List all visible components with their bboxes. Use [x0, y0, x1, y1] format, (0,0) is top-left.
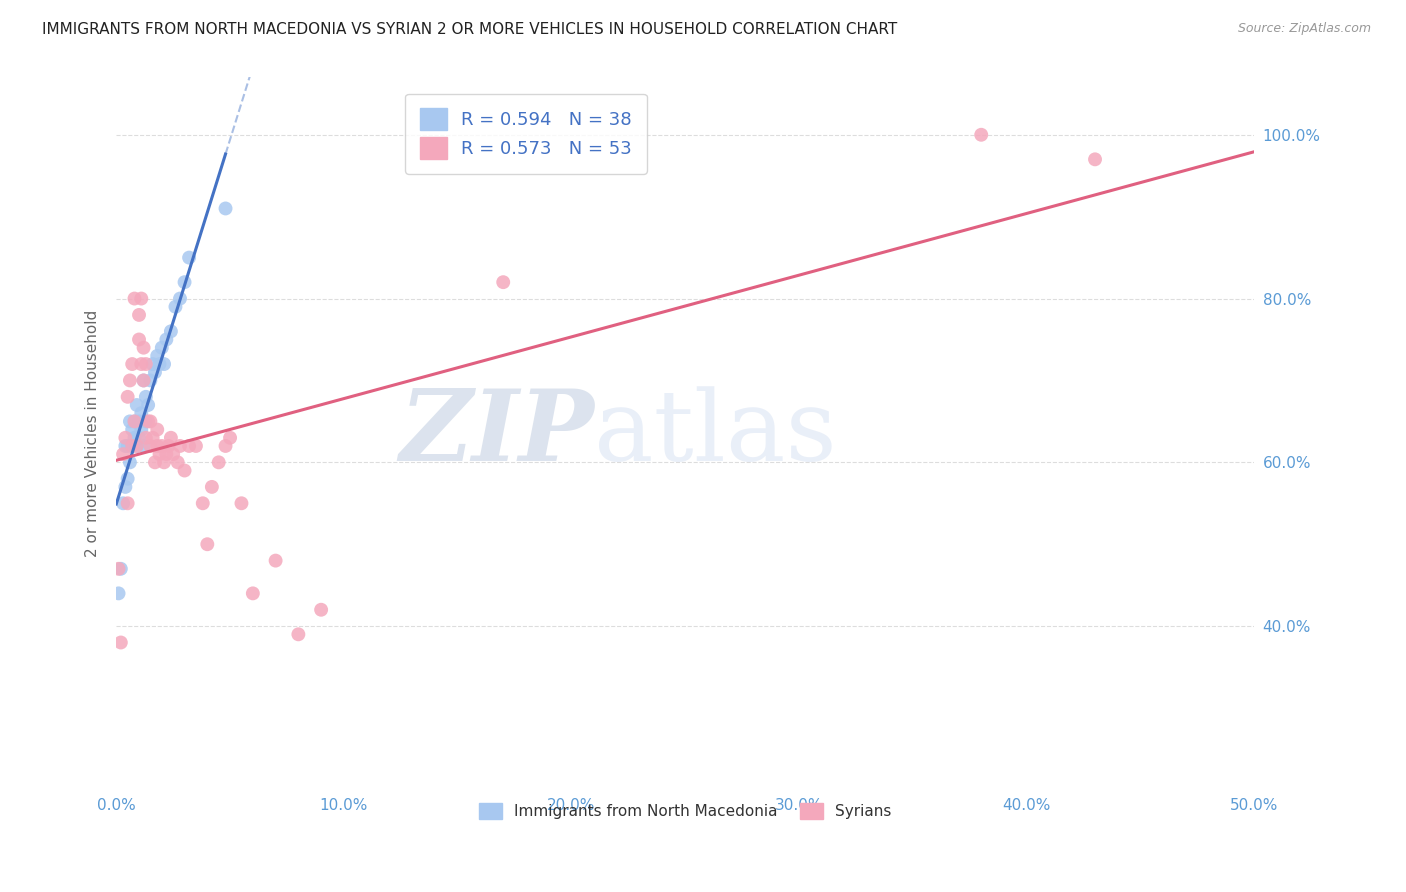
Point [208, 455, 231, 469]
Point [219, 431, 242, 445]
Point [148, 447, 170, 461]
Point [132, 341, 155, 355]
Point [117, 390, 139, 404]
Point [131, 423, 153, 437]
Point [124, 431, 146, 445]
Point [150, 439, 173, 453]
Point [139, 439, 162, 453]
Point [179, 439, 201, 453]
Point [135, 357, 157, 371]
Point [970, 128, 993, 142]
Point [153, 455, 176, 469]
Point [121, 439, 143, 453]
Point [114, 431, 136, 445]
Point [117, 496, 139, 510]
Text: ZIP: ZIP [399, 385, 595, 482]
Point [231, 496, 253, 510]
Point [150, 341, 173, 355]
Point [169, 292, 191, 306]
Point [195, 537, 218, 551]
Point [124, 414, 146, 428]
Point [121, 357, 143, 371]
Point [121, 439, 143, 453]
Point [146, 439, 169, 453]
Legend: Immigrants from North Macedonia, Syrians: Immigrants from North Macedonia, Syrians [472, 797, 898, 825]
Point [162, 447, 184, 461]
Point [135, 414, 157, 428]
Point [191, 496, 214, 510]
Point [118, 455, 141, 469]
Point [128, 333, 150, 347]
Point [146, 349, 169, 363]
Point [124, 414, 146, 428]
Point [153, 357, 176, 371]
Point [110, 562, 132, 576]
Point [287, 627, 309, 641]
Text: Source: ZipAtlas.com: Source: ZipAtlas.com [1237, 22, 1371, 36]
Point [110, 635, 132, 649]
Point [242, 586, 264, 600]
Point [114, 439, 136, 453]
Point [214, 439, 236, 453]
Point [155, 447, 177, 461]
Point [125, 439, 148, 453]
Point [136, 414, 159, 428]
Point [184, 439, 207, 453]
Point [112, 496, 135, 510]
Point [128, 414, 150, 428]
Point [118, 374, 141, 388]
Point [166, 455, 188, 469]
Point [124, 292, 146, 306]
Point [309, 603, 332, 617]
Point [139, 374, 162, 388]
Point [128, 431, 150, 445]
Point [148, 357, 170, 371]
Y-axis label: 2 or more Vehicles in Household: 2 or more Vehicles in Household [86, 310, 100, 558]
Point [125, 439, 148, 453]
Point [169, 439, 191, 453]
Point [112, 447, 135, 461]
Point [165, 300, 187, 314]
Point [118, 414, 141, 428]
Point [139, 414, 162, 428]
Point [142, 431, 165, 445]
Point [121, 423, 143, 437]
Point [157, 439, 180, 453]
Point [117, 472, 139, 486]
Point [201, 480, 224, 494]
Point [117, 439, 139, 453]
Point [107, 586, 129, 600]
Point [179, 251, 201, 265]
Point [146, 423, 169, 437]
Point [132, 374, 155, 388]
Point [132, 439, 155, 453]
Text: atlas: atlas [595, 385, 837, 482]
Point [125, 398, 148, 412]
Point [492, 275, 515, 289]
Point [131, 357, 153, 371]
Point [160, 324, 183, 338]
Point [173, 463, 195, 477]
Point [131, 292, 153, 306]
Point [264, 553, 287, 567]
Point [132, 374, 155, 388]
Text: IMMIGRANTS FROM NORTH MACEDONIA VS SYRIAN 2 OR MORE VEHICLES IN HOUSEHOLD CORREL: IMMIGRANTS FROM NORTH MACEDONIA VS SYRIA… [42, 22, 897, 37]
Point [155, 333, 177, 347]
Point [142, 357, 165, 371]
Point [135, 390, 157, 404]
Point [1084, 153, 1107, 167]
Point [107, 562, 129, 576]
Point [128, 308, 150, 322]
Point [173, 275, 195, 289]
Point [131, 406, 153, 420]
Point [160, 431, 183, 445]
Point [135, 431, 157, 445]
Point [214, 202, 236, 216]
Point [143, 455, 166, 469]
Point [114, 480, 136, 494]
Point [136, 398, 159, 412]
Point [143, 365, 166, 379]
